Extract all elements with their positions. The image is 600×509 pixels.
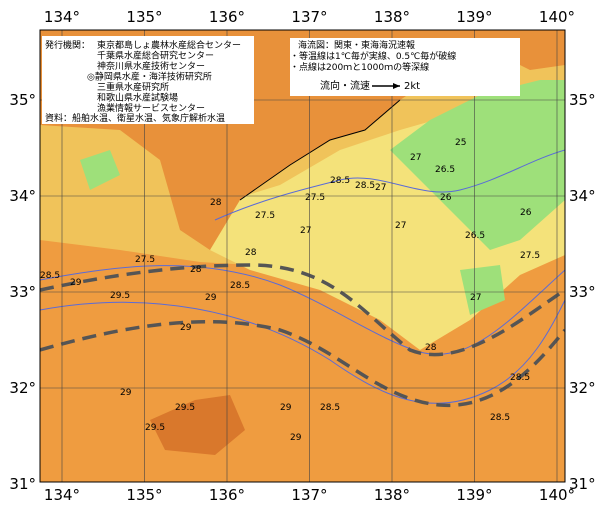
issuer: 三重県水産研究所	[97, 81, 169, 93]
isotherm	[214, 149, 565, 221]
lon-label-top: 134°	[44, 8, 80, 26]
issuer: 和歌山県水産試験場	[97, 92, 178, 104]
contour-label: 28	[210, 198, 222, 208]
contour-label: 28.5	[510, 373, 530, 383]
contour-label: 27	[300, 226, 311, 236]
source: 資料：船舶水温、衛星水温、気象庁解析水温	[45, 112, 225, 124]
coastline	[239, 99, 401, 201]
contour-label: 29	[120, 388, 132, 398]
issuer: 神奈川県水産技術センター	[97, 60, 205, 72]
lon-label-top: 140°	[539, 8, 575, 26]
contour-label: 28.5	[330, 176, 350, 186]
contour-label: 26.5	[435, 165, 455, 175]
lat-label-right: 31°	[569, 475, 596, 493]
contour-label: 28.5	[490, 413, 510, 423]
contour-label: 29	[70, 278, 82, 288]
lon-label-bottom: 138°	[374, 486, 410, 504]
lat-label-right: 33°	[569, 283, 596, 301]
issuer: 千葉県水産総合研究センター	[97, 50, 214, 62]
note: ・点線は200ｍと1000ｍの等深線	[290, 61, 429, 73]
info-box	[42, 36, 254, 124]
contour-label: 25	[455, 138, 466, 148]
contour-label: 29	[280, 403, 292, 413]
isotherm	[40, 265, 565, 355]
legend-label: 流向・流速	[320, 79, 370, 92]
contour-label: 27	[375, 183, 386, 193]
contour-label: 28.5	[230, 281, 250, 291]
lat-label-right: 32°	[569, 379, 596, 397]
contour-label: 29.5	[110, 291, 130, 301]
legend-speed: 2kt	[404, 81, 420, 92]
contour-label: 28.5	[40, 271, 60, 281]
frame	[39, 29, 566, 483]
contour-label: 26.5	[465, 231, 485, 241]
lon-label-top: 137°	[291, 8, 327, 26]
lat-label-left: 34°	[9, 187, 36, 205]
lat-label-left: 31°	[9, 475, 36, 493]
current-axis	[40, 319, 565, 407]
contour-label: 26	[520, 208, 532, 218]
lat-label-left: 33°	[9, 283, 36, 301]
contour-label: 29.5	[145, 423, 165, 433]
note: ・等温線は1℃毎が実線、0.5℃毎が破線	[290, 50, 456, 62]
contour-label: 29	[180, 323, 192, 333]
lon-label-bottom: 140°	[539, 486, 575, 504]
lon-label-bottom: 137°	[291, 486, 327, 504]
contour-label: 27	[470, 293, 481, 303]
contour-label: 27	[410, 153, 421, 163]
lon-label-bottom: 139°	[456, 486, 492, 504]
contour-label: 28.5	[320, 403, 340, 413]
lon-label-bottom: 135°	[126, 486, 162, 504]
contour-label: 27.5	[520, 251, 540, 261]
lon-label-bottom: 134°	[44, 486, 80, 504]
contour-label: 28	[190, 265, 202, 275]
lat-label-right: 34°	[569, 187, 596, 205]
issuer: 漁業情報サービスセンター	[97, 102, 205, 114]
contour-label: 28	[425, 343, 437, 353]
notes: 海流図：関東・東海海況速報・等温線は1℃毎が実線、0.5℃毎が破線・点線は200…	[290, 39, 456, 73]
lon-label-bottom: 136°	[209, 486, 245, 504]
lon-label-top: 135°	[126, 8, 162, 26]
contour-label: 28	[245, 248, 257, 258]
axes: 134° 134° 135° 135° 136° 136° 137° 137° 138° 138°…	[9, 8, 595, 504]
contour-label: 29	[205, 293, 217, 303]
contour-label: 27.5	[135, 255, 155, 265]
contour-label: 28.5	[355, 181, 375, 191]
cool-zone	[390, 80, 565, 250]
contour-label: 26	[440, 193, 452, 203]
lon-label-top: 139°	[456, 8, 492, 26]
issuer-label: 発行機関：	[45, 39, 90, 51]
issuer: 東京都島しょ農林水産総合センター	[97, 39, 241, 51]
isotherm	[40, 299, 565, 404]
contour-label: 29.5	[175, 403, 195, 413]
lon-label-top: 136°	[209, 8, 245, 26]
lon-label-top: 138°	[374, 8, 410, 26]
contour-label: 29	[290, 433, 302, 443]
legend-arrowhead	[393, 83, 400, 89]
issuers: 東京都島しょ農林水産総合センター千葉県水産総合研究センター神奈川県水産技術センタ…	[87, 39, 241, 114]
lat-label-left: 32°	[9, 379, 36, 397]
note: 海流図：関東・東海海況速報	[298, 39, 415, 51]
issuer: ◎静岡県水産・海洋技術研究所	[87, 71, 212, 83]
contour-labels: 28.5 29 29.5 28 27.5 29 29 28.5 28 27.5 27 27.5 28 28…	[40, 138, 540, 443]
contour-label: 27.5	[255, 211, 275, 221]
lat-label-left: 35°	[9, 91, 36, 109]
lat-label-right: 35°	[569, 91, 596, 109]
map-area: 28.5 29 29.5 28 27.5 29 29 28.5 28 27.5 27 27.5 28 28…	[40, 30, 565, 482]
contour-label: 27.5	[305, 193, 325, 203]
notes-box	[290, 38, 520, 96]
hot-patch	[150, 395, 245, 455]
contour-label: 27	[395, 221, 406, 231]
